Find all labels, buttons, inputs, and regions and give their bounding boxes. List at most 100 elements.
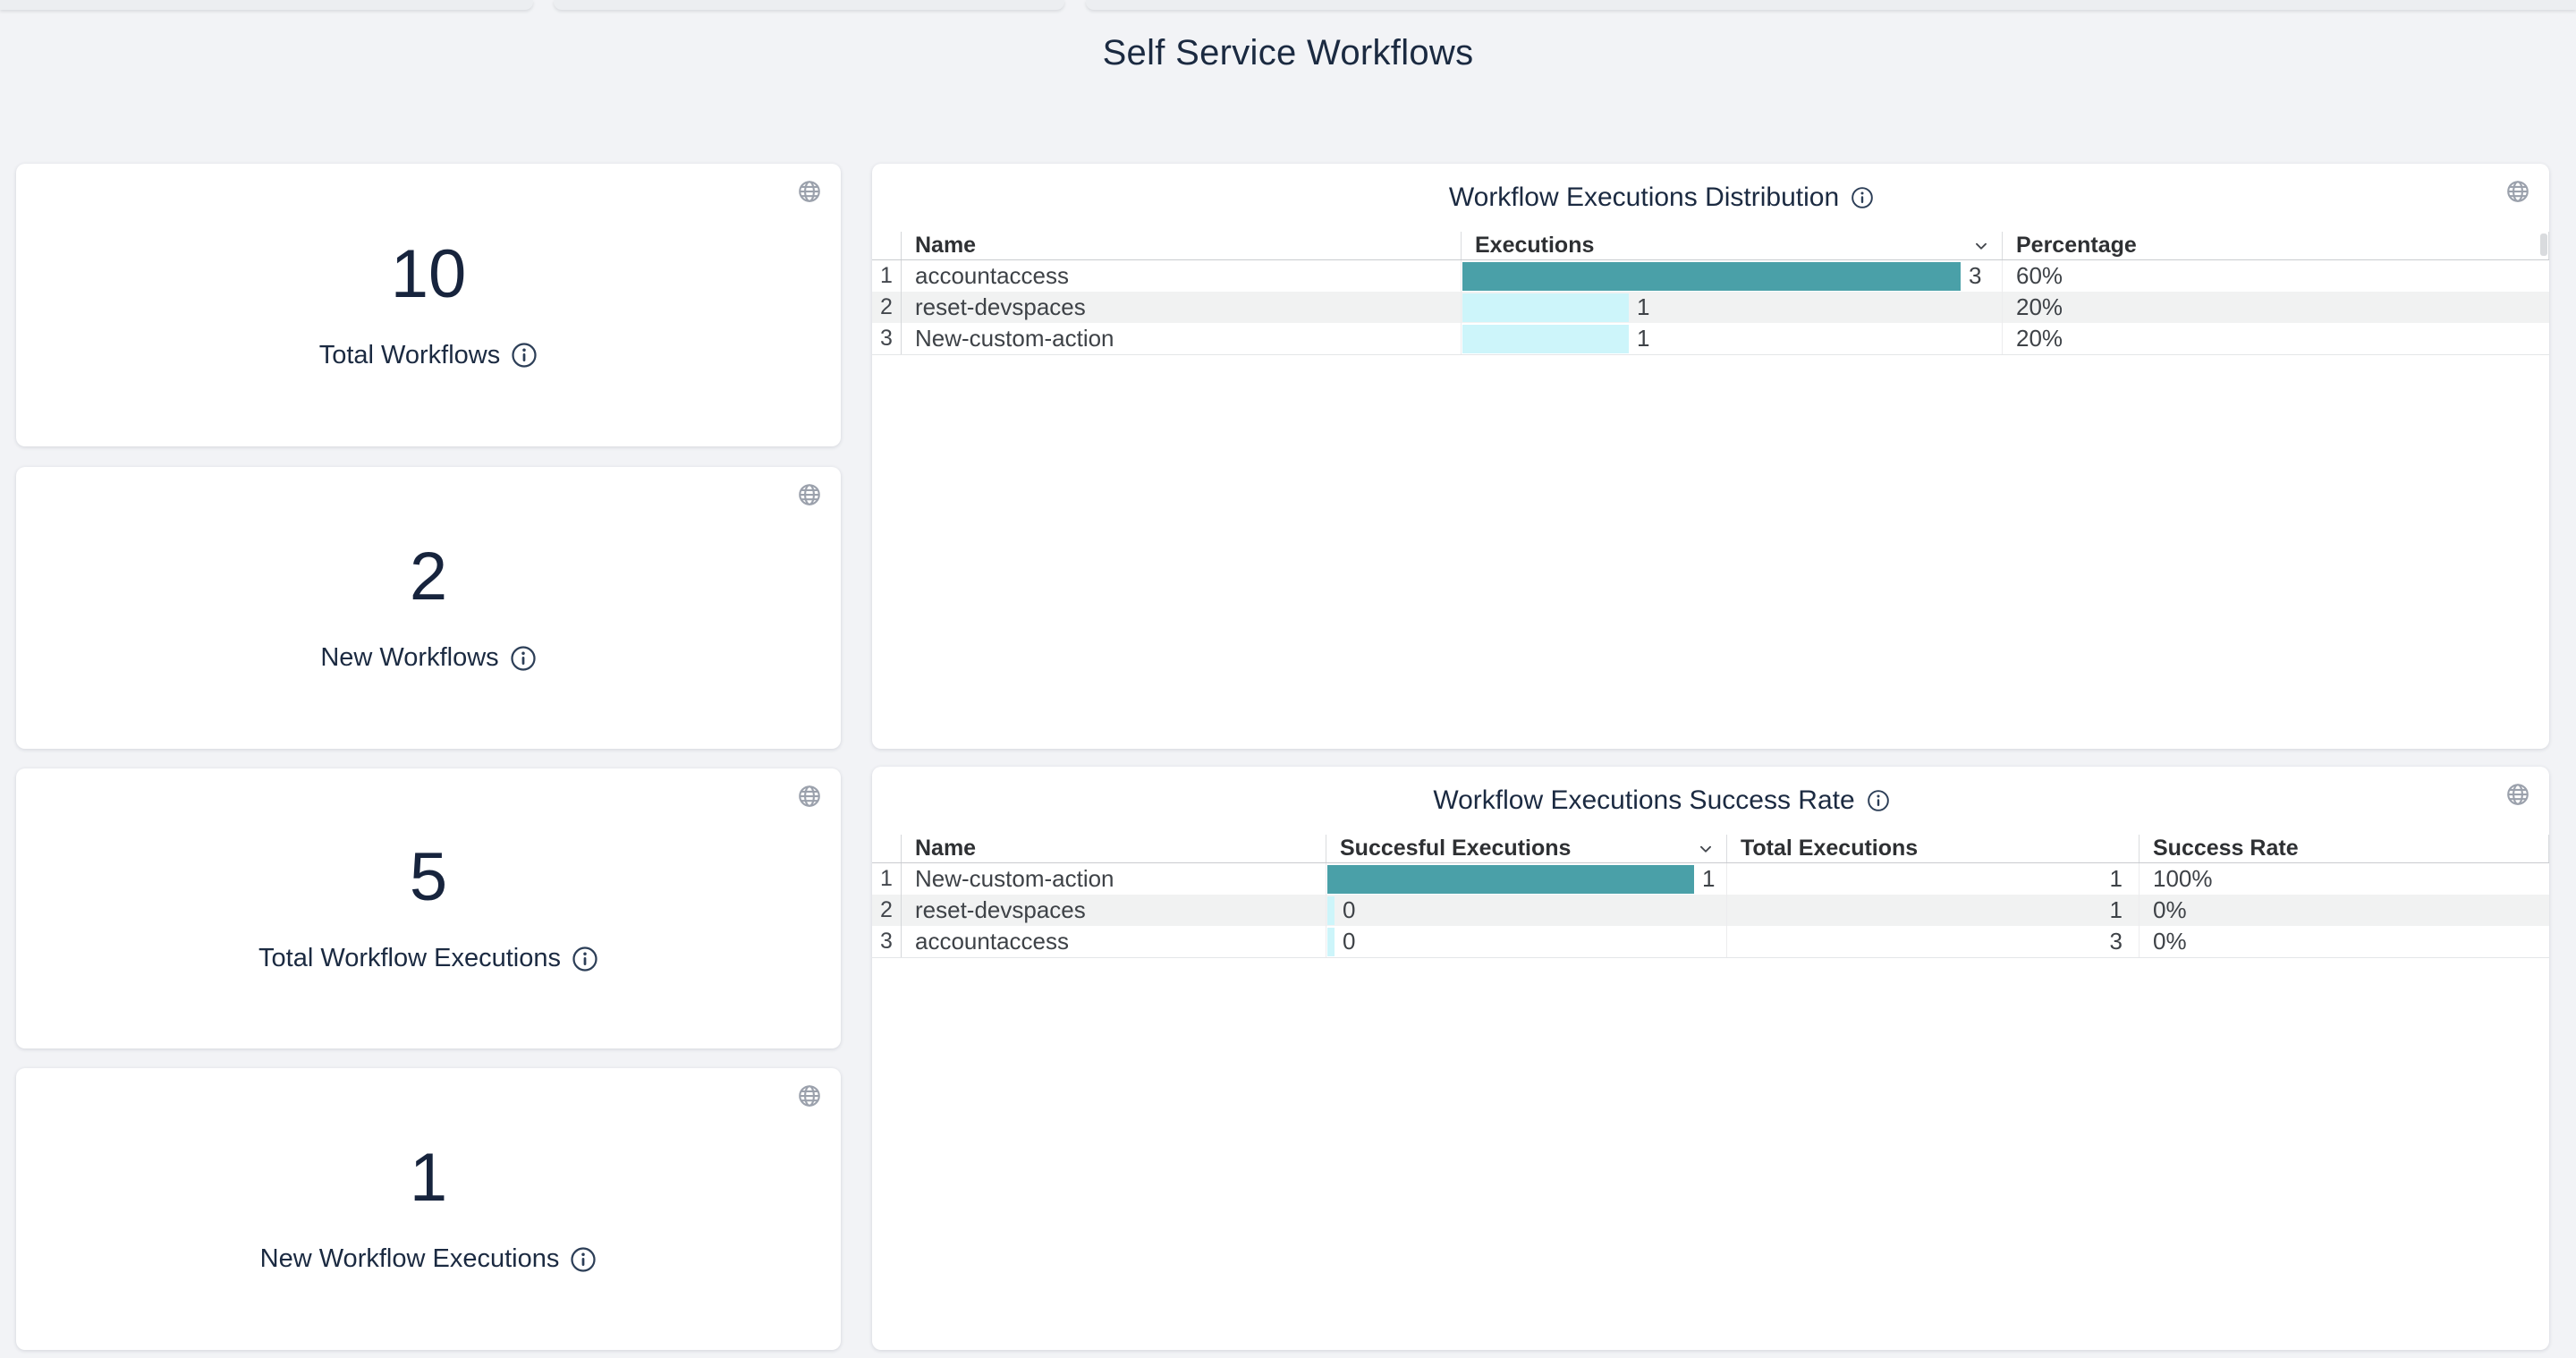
- executions-bar: [1462, 324, 1629, 353]
- column-header-success-rate[interactable]: Success Rate: [2139, 835, 2549, 862]
- successful-executions-bar-cell: 0: [1326, 895, 1726, 926]
- table-row[interactable]: 3 accountaccess 0 3 0%: [872, 926, 2549, 957]
- success-rate-table-title: Workflow Executions Success Rate: [1433, 785, 1855, 815]
- table-row[interactable]: 1 accountaccess 3 60%: [872, 260, 2549, 292]
- stat-value: 2: [409, 539, 448, 615]
- success-rate-cell: 100%: [2139, 863, 2549, 895]
- executions-bar: [1462, 293, 1629, 322]
- stat-label: New Workflow Executions: [260, 1244, 597, 1274]
- success-rate-table-header: Workflow Executions Success Rate: [872, 767, 2549, 835]
- total-executions-cell: 1: [1726, 895, 2139, 926]
- info-icon[interactable]: [1851, 186, 1874, 209]
- scrollbar-thumb[interactable]: [2540, 233, 2547, 256]
- success-rate-table-card: Workflow Executions Success Rate Name Su…: [872, 767, 2549, 1350]
- info-icon[interactable]: [570, 1246, 597, 1273]
- row-index: 2: [880, 294, 893, 319]
- globe-icon[interactable]: [796, 178, 823, 205]
- info-icon[interactable]: [510, 645, 537, 672]
- successful-executions-bar: [1327, 864, 1694, 894]
- workflow-name-cell: reset-devspaces: [901, 895, 1326, 926]
- page-title: Self Service Workflows: [1102, 33, 1474, 72]
- successful-executions-bar-cell: 0: [1326, 926, 1726, 957]
- globe-icon[interactable]: [796, 481, 823, 508]
- stat-card-new-workflow-executions: 1 New Workflow Executions: [16, 1068, 841, 1350]
- executions-value: 3: [1969, 262, 1982, 289]
- successful-executions-value: 0: [1343, 928, 1356, 955]
- stat-value: 1: [409, 1140, 448, 1216]
- executions-value: 1: [1637, 325, 1650, 352]
- row-index: 3: [880, 929, 893, 954]
- stat-card-content: 1 New Workflow Executions: [16, 1068, 841, 1350]
- browser-tab-remnant: [0, 0, 533, 10]
- success-rate-column-headers: Name Succesful Executions Total Executio…: [872, 835, 2549, 863]
- distribution-table-title: Workflow Executions Distribution: [1448, 182, 1840, 212]
- executions-bar: [1462, 261, 1961, 291]
- total-executions-cell: 3: [1726, 926, 2139, 957]
- successful-executions-value: 1: [1702, 865, 1716, 892]
- info-icon[interactable]: [572, 946, 598, 972]
- info-icon[interactable]: [511, 342, 538, 369]
- stat-label: Total Workflow Executions: [258, 944, 598, 973]
- column-header-successful-executions-label: Succesful Executions: [1340, 836, 1572, 861]
- table-row[interactable]: 2 reset-devspaces 1 20%: [872, 292, 2549, 323]
- table-row[interactable]: 2 reset-devspaces 0 1 0%: [872, 895, 2549, 926]
- total-executions-cell: 1: [1726, 863, 2139, 895]
- stat-card-new-workflows: 2 New Workflows: [16, 467, 841, 749]
- workflow-name-cell: accountaccess: [901, 926, 1326, 957]
- distribution-column-headers: Name Executions Percentage: [872, 232, 2549, 260]
- chevron-down-icon: [1971, 236, 1991, 256]
- stat-card-content: 10 Total Workflows: [16, 164, 841, 446]
- successful-executions-value: 0: [1343, 896, 1356, 923]
- stat-card-content: 5 Total Workflow Executions: [16, 768, 841, 1048]
- column-header-name[interactable]: Name: [901, 232, 1461, 259]
- stat-value: 10: [390, 235, 467, 312]
- successful-executions-bar: [1327, 927, 1335, 956]
- globe-icon[interactable]: [2504, 781, 2531, 808]
- stat-card-content: 2 New Workflows: [16, 467, 841, 749]
- workflow-name-cell: New-custom-action: [901, 863, 1326, 895]
- row-index: 1: [880, 263, 893, 288]
- executions-bar-cell: 1: [1461, 292, 2002, 323]
- workflow-name-cell: reset-devspaces: [901, 292, 1461, 323]
- executions-bar-cell: 1: [1461, 323, 2002, 354]
- stat-label-text: Total Workflow Executions: [258, 944, 561, 972]
- distribution-table-card: Workflow Executions Distribution Name Ex…: [872, 164, 2549, 749]
- column-header-index: [872, 835, 901, 862]
- browser-tab-remnant: [554, 0, 1064, 10]
- stat-label: New Workflows: [320, 643, 536, 673]
- executions-value: 1: [1637, 293, 1650, 320]
- row-index: 2: [880, 897, 893, 922]
- globe-icon[interactable]: [2504, 178, 2531, 205]
- successful-executions-bar: [1327, 895, 1335, 925]
- browser-tab-remnant: [1086, 0, 2576, 10]
- globe-icon[interactable]: [796, 1082, 823, 1109]
- column-header-successful-executions[interactable]: Succesful Executions: [1326, 835, 1726, 862]
- stat-value: 5: [409, 839, 448, 915]
- column-header-total-executions[interactable]: Total Executions: [1726, 835, 2139, 862]
- stat-card-total-workflow-executions: 5 Total Workflow Executions: [16, 768, 841, 1048]
- percentage-cell: 20%: [2002, 323, 2549, 354]
- column-header-executions[interactable]: Executions: [1461, 232, 2002, 259]
- workflow-name-cell: New-custom-action: [901, 323, 1461, 354]
- successful-executions-bar-cell: 1: [1326, 863, 1726, 895]
- table-row[interactable]: 3 New-custom-action 1 20%: [872, 323, 2549, 354]
- distribution-table-body: 1 accountaccess 3 60% 2 reset-devspaces …: [872, 260, 2549, 355]
- column-header-percentage[interactable]: Percentage: [2002, 232, 2549, 259]
- info-icon[interactable]: [1867, 789, 1890, 812]
- workflow-name-cell: accountaccess: [901, 260, 1461, 292]
- row-index: 1: [880, 866, 893, 891]
- stat-card-total-workflows: 10 Total Workflows: [16, 164, 841, 446]
- percentage-cell: 20%: [2002, 292, 2549, 323]
- table-row[interactable]: 1 New-custom-action 1 1 100%: [872, 863, 2549, 895]
- executions-bar-cell: 3: [1461, 260, 2002, 292]
- stat-label: Total Workflows: [319, 341, 538, 370]
- globe-icon[interactable]: [796, 783, 823, 810]
- column-header-executions-label: Executions: [1475, 233, 1595, 258]
- chevron-down-icon: [1696, 839, 1716, 859]
- column-header-name[interactable]: Name: [901, 835, 1326, 862]
- success-rate-cell: 0%: [2139, 926, 2549, 957]
- stat-label-text: New Workflows: [320, 643, 499, 672]
- percentage-cell: 60%: [2002, 260, 2549, 292]
- row-index: 3: [880, 326, 893, 351]
